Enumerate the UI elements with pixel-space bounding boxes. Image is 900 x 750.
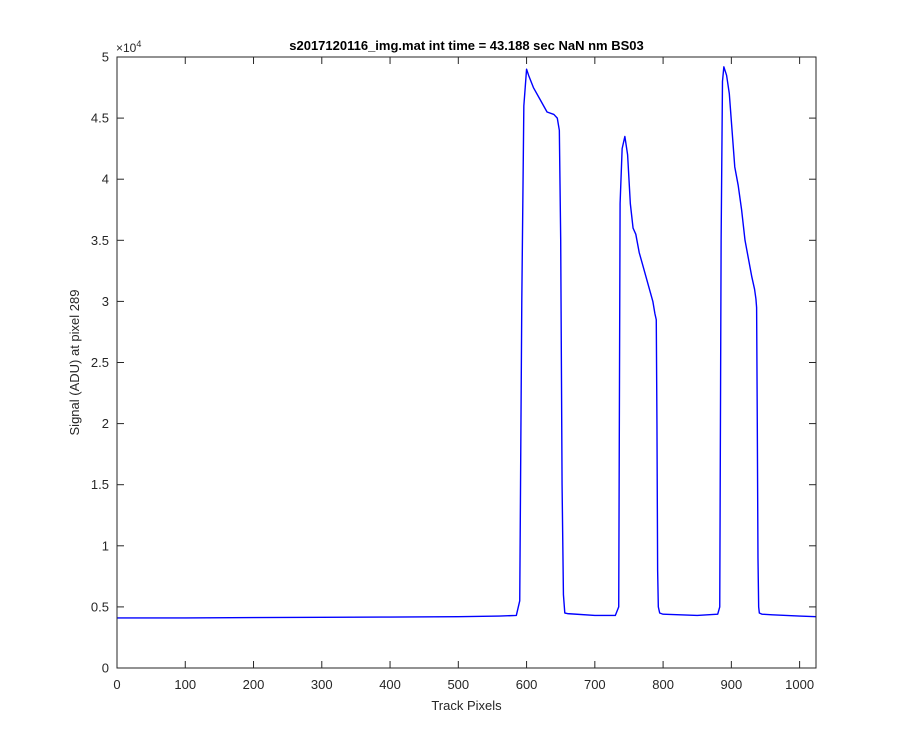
y-tick-label: 3.5	[91, 233, 109, 248]
y-exponent-base: ×10	[116, 41, 137, 55]
signal-series-line	[117, 66, 817, 619]
y-tick-label: 5	[102, 50, 109, 65]
y-tick-label: 2	[102, 416, 109, 431]
y-tick-label: 4	[102, 172, 109, 187]
y-axis-label: Signal (ADU) at pixel 289	[67, 290, 82, 436]
y-tick-label: 3	[102, 294, 109, 309]
chart-title: s2017120116_img.mat int time = 43.188 se…	[289, 38, 643, 53]
x-tick-label: 600	[516, 677, 538, 692]
y-exponent-power: 4	[136, 39, 141, 49]
plot-frame	[116, 56, 817, 669]
plot-area	[117, 57, 816, 668]
x-tick-label: 900	[721, 677, 743, 692]
x-tick-label: 800	[652, 677, 674, 692]
x-tick-label: 300	[311, 677, 333, 692]
x-tick-label: 0	[113, 677, 120, 692]
x-axis-label: Track Pixels	[431, 698, 502, 713]
x-tick-label: 500	[447, 677, 469, 692]
y-tick-labels: 0 0.5 1 1.5 2 2.5 3 3.5 4 4.5 5	[91, 50, 109, 676]
x-tick-labels: 0 100 200 300 400 500 600 700 800 900 1000	[113, 677, 814, 692]
x-tick-label: 1000	[785, 677, 814, 692]
y-exponent-label: ×104	[116, 39, 141, 55]
y-tick-label: 1	[102, 538, 109, 553]
y-tick-label: 1.5	[91, 477, 109, 492]
y-tick-label: 2.5	[91, 355, 109, 370]
x-tick-label: 200	[243, 677, 265, 692]
y-tick-label: 4.5	[91, 111, 109, 126]
y-tick-label: 0.5	[91, 599, 109, 614]
x-tick-label: 400	[379, 677, 401, 692]
x-tick-label: 700	[584, 677, 606, 692]
y-tick-label: 0	[102, 661, 109, 676]
x-tick-label: 100	[174, 677, 196, 692]
